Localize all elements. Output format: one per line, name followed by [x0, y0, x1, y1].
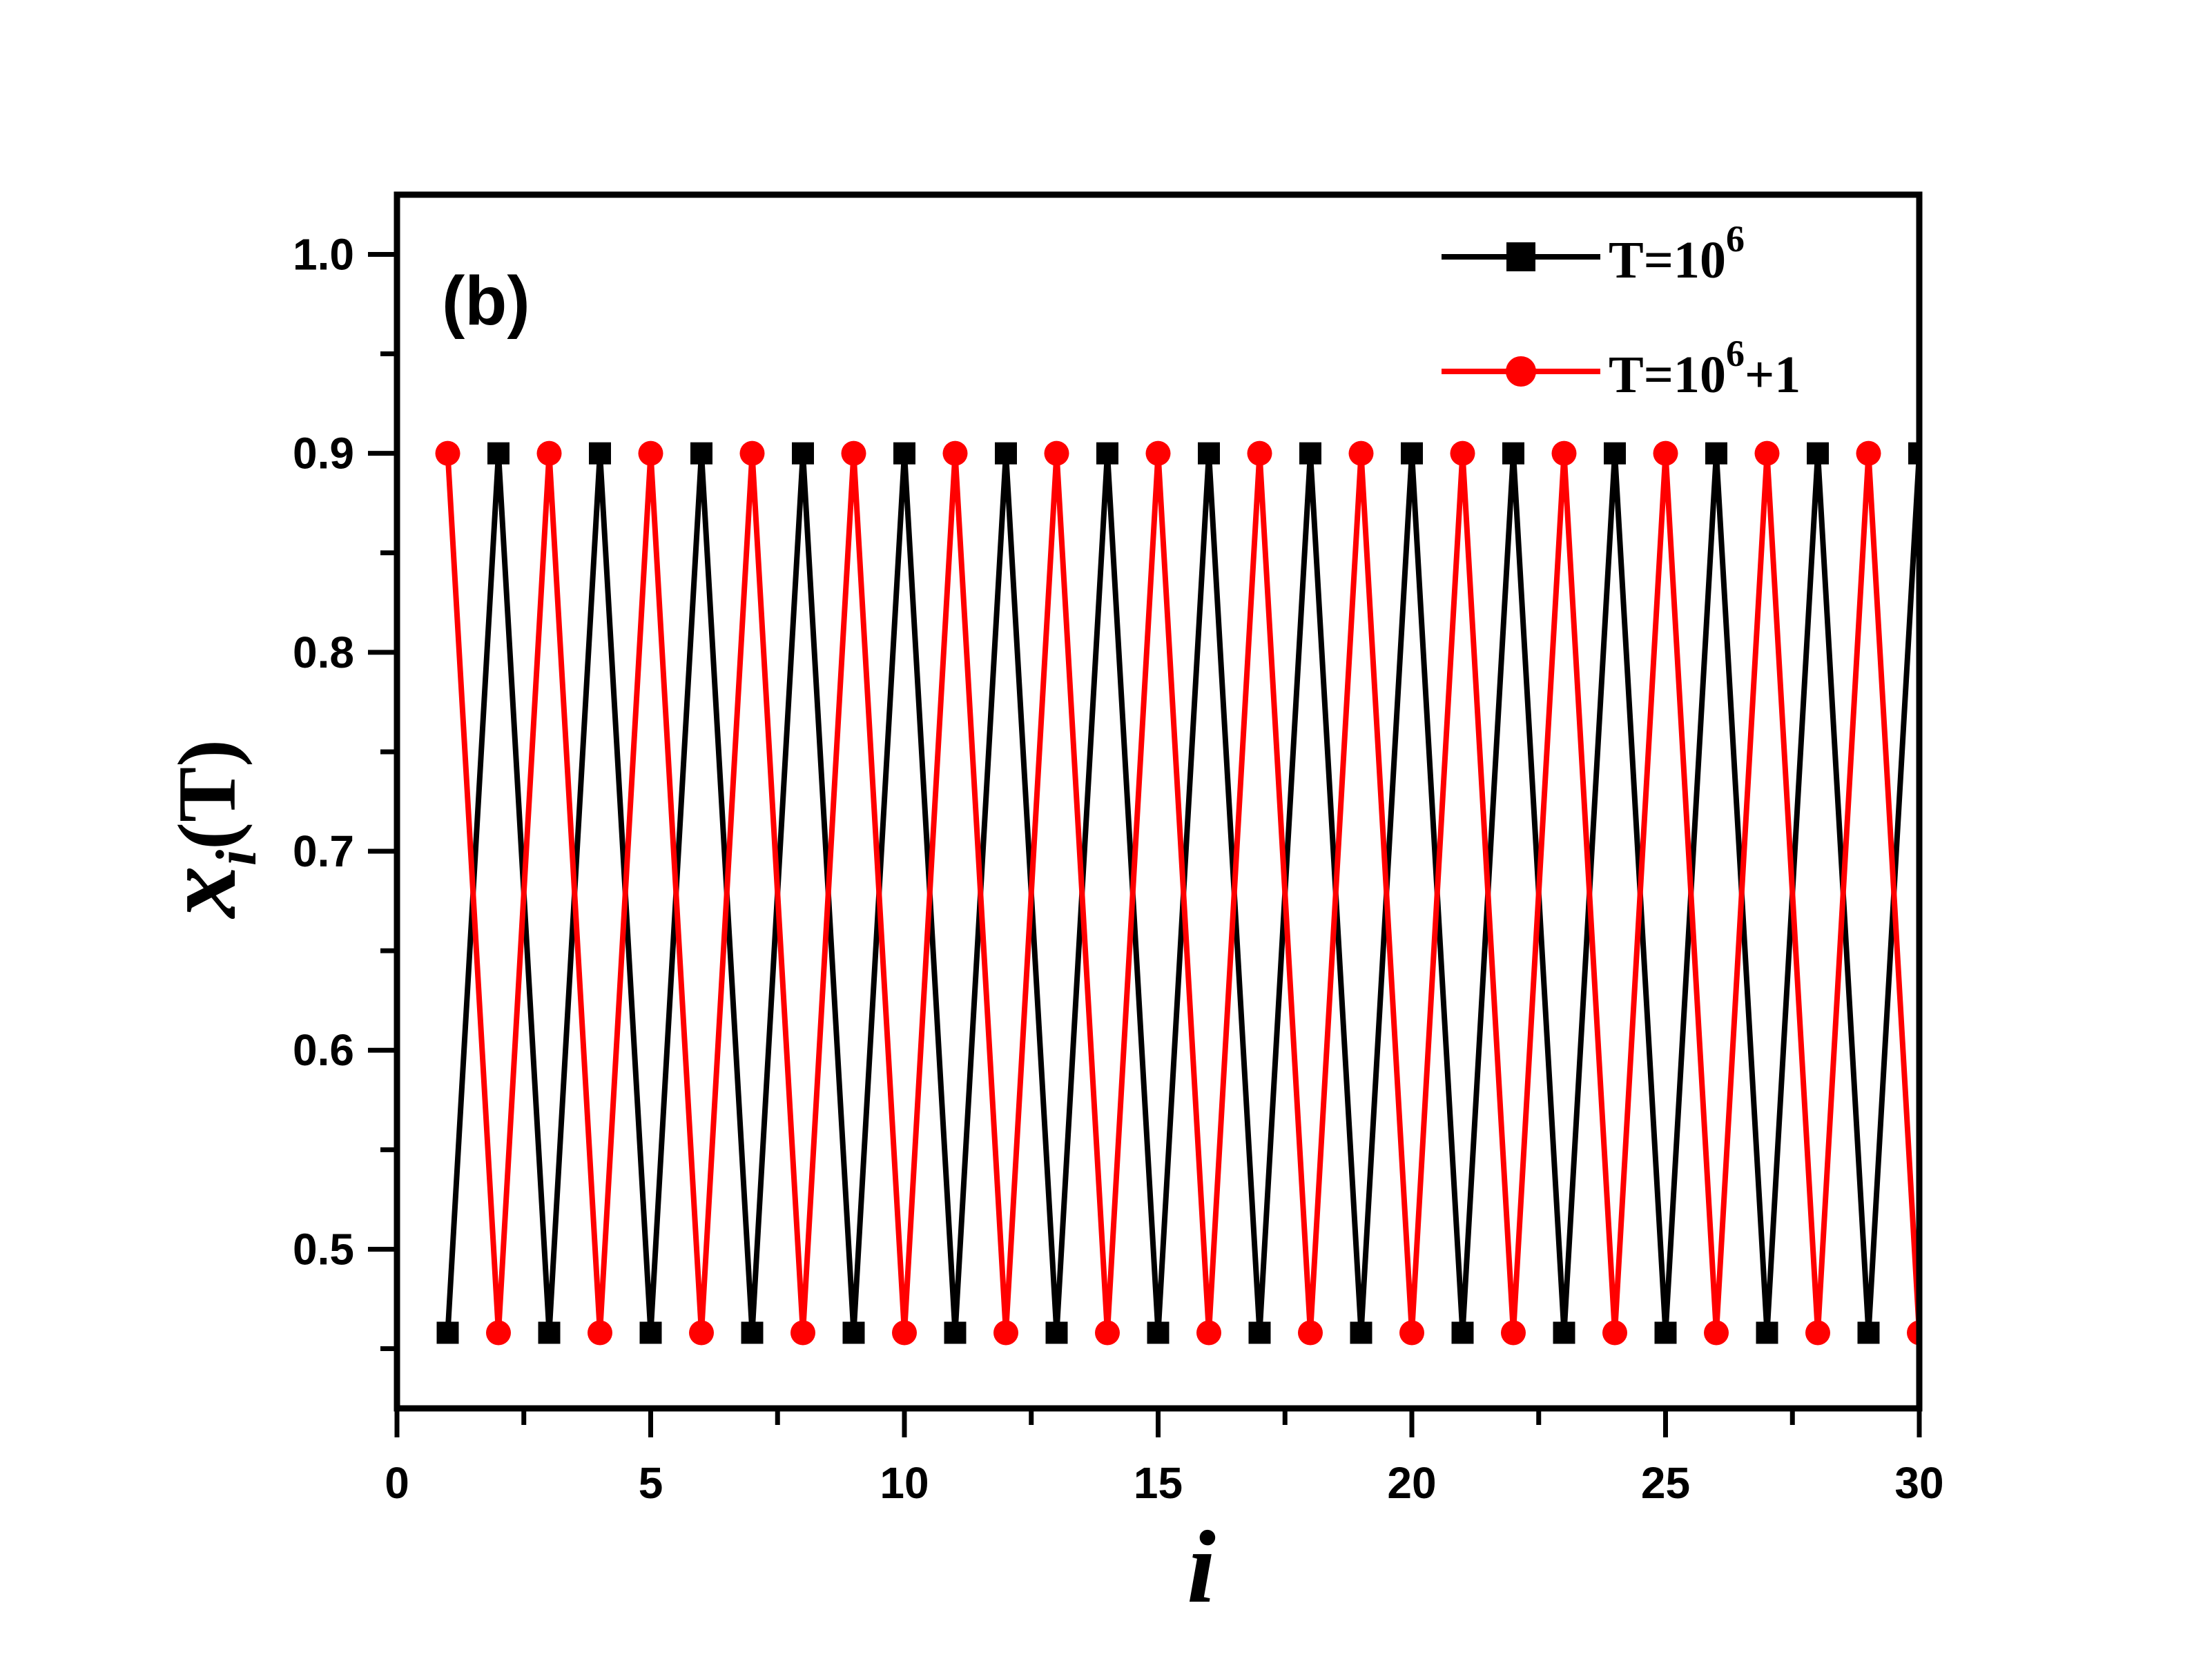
y-tick-label: 0.9 — [293, 429, 354, 478]
x-tick-label: 15 — [1134, 1458, 1183, 1508]
series-1-point — [944, 1321, 967, 1344]
x-tick-label: 5 — [639, 1458, 663, 1508]
series-2-point — [1247, 440, 1272, 466]
series-2-point — [588, 1320, 612, 1346]
series-2-point — [1754, 440, 1780, 466]
series-2-point — [1551, 440, 1577, 466]
series-1-point — [1502, 442, 1524, 465]
y-tick-label: 0.7 — [293, 826, 354, 876]
series-2-point — [536, 440, 562, 466]
series-1-point — [1147, 1321, 1170, 1344]
series-2-point — [1856, 440, 1881, 466]
legend-marker-series-1 — [1506, 242, 1535, 271]
series-1-point — [589, 442, 611, 465]
y-tick-label: 0.6 — [293, 1025, 354, 1075]
legend-label-series-1: T=106 — [1609, 218, 1745, 289]
series-1-point — [1857, 1321, 1880, 1344]
series-2-point — [486, 1320, 511, 1346]
series-2-point — [1196, 1320, 1221, 1346]
series-2-point — [1501, 1320, 1526, 1346]
svg-text:xi(T): xi(T) — [143, 739, 269, 919]
series-1-point — [1096, 442, 1118, 465]
series-2-point — [638, 440, 663, 466]
y-axis-title: xi(T) — [143, 739, 269, 919]
series-2-point — [1145, 440, 1171, 466]
x-tick-label: 10 — [880, 1458, 929, 1508]
series-1-point — [487, 442, 510, 465]
series-2-point — [790, 1320, 815, 1346]
series-1-point — [1604, 442, 1626, 465]
series-1-point — [1198, 442, 1220, 465]
series-2-line — [445, 453, 1919, 1333]
series-1-point — [1299, 442, 1321, 465]
series-2-point — [1450, 440, 1475, 466]
series-2-point — [1348, 440, 1374, 466]
series-1-point — [1451, 1321, 1474, 1344]
x-tick-label: 30 — [1894, 1458, 1943, 1508]
legend-marker-series-2 — [1506, 356, 1536, 387]
legend-label-series-2: T=106+1 — [1609, 333, 1801, 404]
series-2-point — [1602, 1320, 1627, 1346]
legend: T=106 T=106+1 — [1442, 218, 1801, 404]
series-2-point — [942, 440, 968, 466]
y-tick-label: 0.8 — [293, 628, 354, 677]
series-1-point — [1756, 1321, 1778, 1344]
series-1-point — [1248, 1321, 1271, 1344]
series-1-point — [741, 1321, 764, 1344]
series-1-point — [436, 1321, 459, 1344]
series-2-point — [1044, 440, 1069, 466]
series-2-point — [1095, 1320, 1120, 1346]
series-1-point — [1654, 1321, 1677, 1344]
series-2-point — [1704, 1320, 1729, 1346]
series-1-point — [1705, 442, 1727, 465]
series-2-point — [739, 440, 765, 466]
series-2-point — [892, 1320, 917, 1346]
series-2-point — [1653, 440, 1678, 466]
series-1-point — [639, 1321, 662, 1344]
series-1-point — [690, 442, 712, 465]
series-1-point — [1045, 1321, 1068, 1344]
series-1-point — [1401, 442, 1423, 465]
series-1-point — [1350, 1321, 1372, 1344]
series-2-point — [689, 1320, 714, 1346]
axes-layer: 0 5 10 15 20 25 30 0.5 0.6 0.7 0.8 0.9 1.0 — [293, 191, 1944, 1508]
x-tick-label: 0 — [385, 1458, 409, 1508]
series-1-point — [538, 1321, 561, 1344]
y-tick-label: 1.0 — [293, 229, 354, 279]
series-2-point — [435, 440, 460, 466]
panel-label: (b) — [442, 262, 530, 340]
y-tick-label: 0.5 — [293, 1224, 354, 1274]
series-1-point — [1553, 1321, 1575, 1344]
series-2-point — [841, 440, 866, 466]
series-1-point — [893, 442, 915, 465]
series-2-point — [993, 1320, 1018, 1346]
series-1-point — [842, 1321, 865, 1344]
series-2-point — [1805, 1320, 1830, 1346]
series-2-point — [1399, 1320, 1424, 1346]
series-1-point — [995, 442, 1017, 465]
x-axis-title: i — [1187, 1510, 1216, 1624]
series-1-point — [792, 442, 814, 465]
x-tick-label: 20 — [1387, 1458, 1436, 1508]
series-2-point — [1298, 1320, 1323, 1346]
series-1-point — [1807, 442, 1829, 465]
series-layer — [435, 440, 1919, 1346]
x-tick-label: 25 — [1641, 1458, 1690, 1508]
